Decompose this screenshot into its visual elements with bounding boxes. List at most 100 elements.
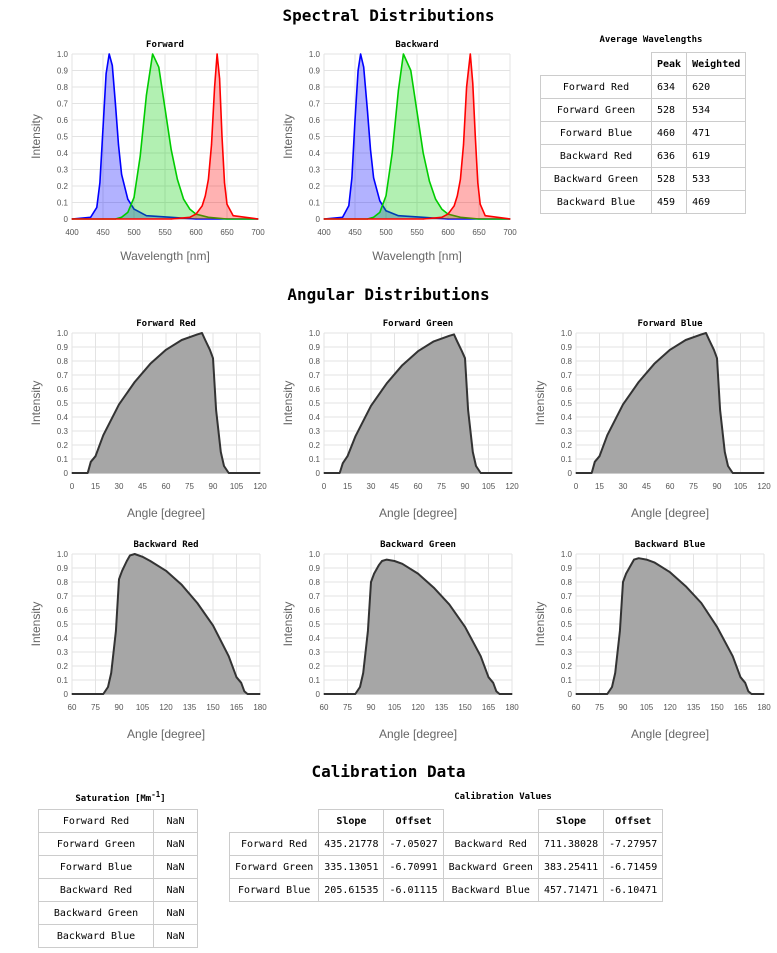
table-cell: 205.61535 [318, 878, 385, 902]
data-point [207, 216, 209, 218]
x-tick-label: 500 [379, 228, 393, 237]
data-point [747, 690, 749, 692]
data-point [379, 211, 381, 213]
y-tick-label: 0.3 [57, 166, 69, 175]
data-point [170, 149, 172, 151]
x-tick-label: 550 [410, 228, 424, 237]
y-tick-label: 0.4 [309, 149, 321, 158]
x-tick-label: 15 [595, 482, 604, 491]
series-0-line [324, 558, 512, 695]
saturation-panel: Saturation [Mm-1] Forward Red NaN Forward … [38, 790, 203, 948]
table-row: Backward Red NaN [38, 878, 198, 902]
data-point [165, 570, 167, 572]
table-row: Forward Green 528 534 [540, 98, 747, 122]
data-point [478, 218, 480, 220]
data-point [354, 693, 356, 695]
series-0-area [72, 54, 258, 219]
data-point [447, 218, 449, 220]
x-tick-label: 30 [367, 482, 376, 491]
y-tick-label: 0.8 [57, 83, 69, 92]
x-tick-label: 15 [91, 482, 100, 491]
table-row: Backward Red 636 619 [540, 144, 747, 168]
y-axis-label: Intensity [30, 114, 43, 159]
data-point [456, 340, 458, 342]
data-point [259, 693, 261, 695]
x-tick-label: 600 [189, 228, 203, 237]
data-point [228, 655, 230, 657]
data-point [102, 434, 104, 436]
y-tick-label: 0.4 [561, 413, 573, 422]
data-point [110, 672, 112, 674]
data-point [133, 208, 135, 210]
data-point [170, 216, 172, 218]
data-point [367, 630, 369, 632]
data-point [133, 197, 135, 199]
data-point [195, 218, 197, 220]
table-cell: Forward Green [228, 855, 320, 879]
data-point [700, 602, 702, 604]
y-tick-label: 0.9 [561, 564, 573, 573]
table-cell: Forward Green [38, 832, 154, 856]
data-point [422, 216, 424, 218]
data-point [362, 672, 364, 674]
data-point [453, 205, 455, 207]
spectral-section-title: Spectral Distributions [282, 6, 495, 25]
data-point [181, 584, 183, 586]
data-point [433, 587, 435, 589]
data-point [622, 403, 624, 405]
data-point [134, 553, 136, 555]
calibration-values-panel: Calibration Values Slope Offset Slope Offse… [228, 792, 777, 902]
data-point [401, 364, 403, 366]
y-tick-label: 1.0 [57, 50, 69, 59]
data-point [176, 178, 178, 180]
y-tick-label: 1.0 [309, 550, 321, 559]
table-row: Forward Green NaN [38, 832, 198, 856]
table-cell: -6.10471 [603, 878, 664, 902]
data-point [90, 461, 92, 463]
x-tick-label: 45 [642, 482, 651, 491]
data-point [164, 107, 166, 109]
data-point [410, 69, 412, 72]
table-cell: Forward Blue [228, 878, 320, 902]
calibration-values-table: Slope Offset Slope Offset Forward Red 435.21… [228, 809, 664, 902]
data-point [391, 152, 393, 154]
data-point [428, 180, 430, 182]
y-tick-label: 0.3 [561, 427, 573, 436]
y-tick-label: 0.3 [57, 648, 69, 657]
y-tick-label: 0.9 [309, 343, 321, 352]
data-point [401, 563, 403, 565]
series-2-area [72, 54, 258, 219]
data-point [369, 149, 372, 151]
table-cell: NaN [153, 855, 198, 879]
table-cell: 460 [650, 121, 688, 145]
data-point [201, 205, 203, 207]
table-cell: Forward Green [540, 98, 652, 122]
data-point [511, 472, 513, 474]
data-point [129, 554, 131, 556]
x-tick-label: 60 [414, 482, 423, 491]
y-tick-label: 0.4 [561, 634, 573, 643]
data-point [360, 53, 362, 55]
y-tick-label: 0.3 [309, 648, 321, 657]
x-tick-label: 60 [666, 482, 675, 491]
x-tick-label: 75 [185, 482, 194, 491]
x-tick-label: 650 [220, 228, 234, 237]
x-tick-label: 450 [348, 228, 362, 237]
y-tick-label: 0 [64, 469, 69, 478]
y-tick-label: 0.1 [57, 199, 69, 208]
data-point [724, 451, 726, 453]
x-tick-label: 135 [183, 703, 197, 712]
data-point [763, 693, 765, 695]
data-point [223, 182, 226, 184]
data-point [732, 655, 734, 657]
y-tick-label: 0.4 [57, 634, 69, 643]
y-tick-label: 0.4 [57, 149, 69, 158]
x-tick-label: 90 [209, 482, 218, 491]
data-point [354, 119, 356, 121]
data-point [351, 177, 353, 179]
y-tick-label: 0.6 [57, 116, 69, 125]
table-row: Forward Blue 205.61535 -6.01115 Backward Bl… [228, 878, 664, 902]
y-tick-label: 0.4 [309, 413, 321, 422]
data-point [216, 53, 218, 55]
table-cell: Backward Green [442, 855, 539, 879]
